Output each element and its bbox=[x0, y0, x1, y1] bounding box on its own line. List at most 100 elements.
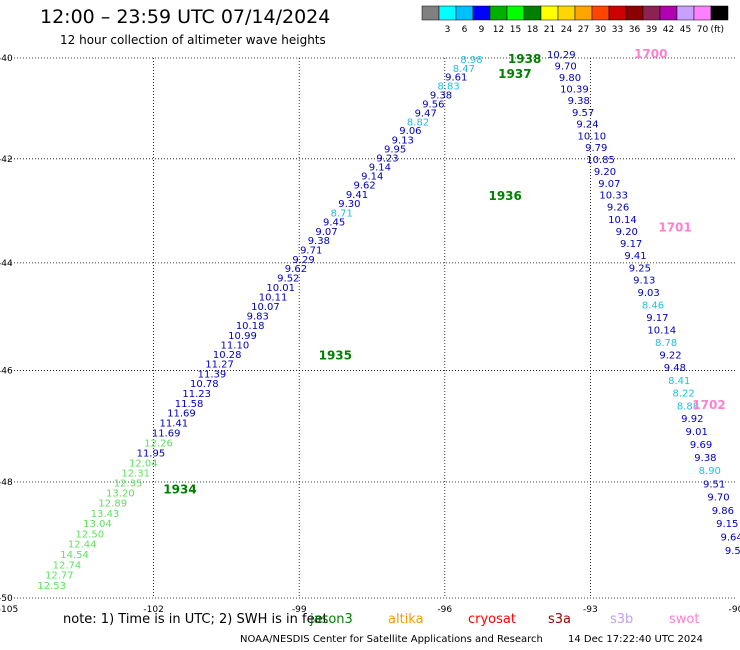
track-a-value: 10.11 bbox=[259, 293, 288, 304]
track-a-time-label: 1938 bbox=[508, 52, 541, 66]
lat-tick-label: -44 bbox=[0, 259, 13, 269]
track-a-value: 8.71 bbox=[331, 208, 353, 219]
track-a-value: 9.95 bbox=[384, 144, 406, 155]
track-a-value: 9.38 bbox=[308, 236, 330, 247]
scale-unit: (ft) bbox=[710, 25, 724, 35]
track-a-value: 11.95 bbox=[137, 448, 166, 459]
track-b-value: 10.14 bbox=[608, 215, 637, 226]
track-b-value: 10.29 bbox=[547, 50, 576, 61]
track-a-value: 8.82 bbox=[407, 117, 429, 128]
lon-tick-label: -90 bbox=[729, 605, 740, 615]
scale-label: 12 bbox=[493, 25, 504, 35]
track-b-time-label: 1700 bbox=[634, 47, 667, 61]
track-a-value: 11.41 bbox=[159, 418, 188, 429]
scale-label: 42 bbox=[663, 25, 674, 35]
track-a-value: 9.62 bbox=[353, 181, 375, 192]
color-scale-legend: 3 6 9 12 15 18 21 24 27 30 33 36 39 42 45 70 (ft) bbox=[421, 5, 729, 35]
note-text: note: 1) Time is in UTC; 2) SWH is in fe… bbox=[63, 612, 328, 627]
track-b-time-label: 1702 bbox=[692, 398, 725, 412]
track-a-value: 9.23 bbox=[376, 153, 398, 164]
scale-label: 18 bbox=[527, 25, 539, 35]
map-title: 12:00 – 23:59 UTC 07/14/2024 bbox=[40, 6, 331, 28]
track-a-value: 10.99 bbox=[228, 331, 257, 342]
track-a-value: 11.69 bbox=[152, 428, 181, 439]
track-b-value: 8.78 bbox=[655, 338, 677, 349]
track-b-value: 9.64 bbox=[720, 533, 740, 544]
track-a-value: 9.29 bbox=[292, 255, 314, 266]
track-b-value: 9.24 bbox=[576, 120, 598, 131]
scale-label: 27 bbox=[578, 25, 589, 35]
scale-label: 24 bbox=[561, 25, 573, 35]
track-a-value: 13.04 bbox=[83, 519, 112, 530]
scale-label: 30 bbox=[595, 25, 607, 35]
track-a-value: 9.56 bbox=[422, 99, 444, 110]
track-b-value: 9.79 bbox=[585, 143, 607, 154]
scale-label: 45 bbox=[680, 25, 691, 35]
scale-label: 70 bbox=[697, 25, 709, 35]
track-a-value: 9.52 bbox=[277, 274, 299, 285]
track-b-value: 9.86 bbox=[712, 506, 734, 517]
track-a-value: 9.06 bbox=[399, 126, 421, 137]
track-b-value: 9.92 bbox=[681, 414, 703, 425]
scale-label: 33 bbox=[612, 25, 623, 35]
lat-tick-label: -42 bbox=[0, 155, 13, 165]
scale-label: 6 bbox=[462, 25, 468, 35]
track-a-value: 11.23 bbox=[182, 389, 211, 400]
track-b-value: 9.07 bbox=[598, 179, 620, 190]
satellite-cryosat: cryosat bbox=[468, 612, 516, 627]
track-a-value: 9.83 bbox=[247, 312, 269, 323]
track-b-value: 9.20 bbox=[616, 227, 638, 238]
track-a-value: 9.13 bbox=[392, 135, 414, 146]
track-b-value: 9.01 bbox=[686, 427, 708, 438]
track-a-value: 10.78 bbox=[190, 379, 219, 390]
track-a-value: 14.54 bbox=[60, 550, 89, 561]
track-b-value: 9.57 bbox=[572, 108, 594, 119]
satellite-s3a: s3a bbox=[548, 612, 572, 627]
track-a-value: 9.30 bbox=[338, 199, 360, 210]
scale-label: 39 bbox=[646, 25, 658, 35]
track-b-value: 9.70 bbox=[707, 493, 729, 504]
track-a-value: 10.28 bbox=[213, 350, 242, 361]
track-a-value: 13.43 bbox=[91, 509, 120, 520]
track-b-value: 9.50 bbox=[725, 546, 740, 557]
lon-tick-label: -96 bbox=[437, 605, 452, 615]
track-b-value: 9.17 bbox=[620, 239, 642, 250]
scale-label: 15 bbox=[510, 25, 521, 35]
track-a-value: 10.18 bbox=[236, 321, 265, 332]
track-b-value: 10.39 bbox=[560, 85, 589, 96]
track-a-value: 11.27 bbox=[205, 360, 234, 371]
footer-credit: NOAA/NESDIS Center for Satellite Applica… bbox=[240, 634, 543, 645]
track-a-value: 9.47 bbox=[415, 108, 437, 119]
track-a-time-label: 1936 bbox=[488, 189, 521, 203]
lon-tick-label: -105 bbox=[0, 605, 18, 615]
track-b-value: 9.17 bbox=[646, 313, 668, 324]
track-b-time-label: 1701 bbox=[658, 220, 691, 234]
track-a-value: 10.07 bbox=[251, 302, 280, 313]
track-a-value: 12.50 bbox=[76, 529, 105, 540]
track-b-value: 8.41 bbox=[668, 376, 690, 387]
track-a-value: 9.38 bbox=[430, 90, 452, 101]
track-a-value: 12.04 bbox=[129, 458, 158, 469]
track-a-value: 11.58 bbox=[175, 399, 204, 410]
footer-timestamp: 14 Dec 17:22:40 UTC 2024 bbox=[568, 634, 703, 645]
satellite-altika: altika bbox=[388, 612, 424, 627]
track-b-value: 8.90 bbox=[699, 466, 721, 477]
track-b-value: 10.85 bbox=[586, 155, 615, 166]
track-b-value: 9.26 bbox=[607, 203, 629, 214]
track-a-value: 8.47 bbox=[453, 64, 475, 75]
satellite-s3b: s3b bbox=[610, 612, 634, 627]
track-b-value: 8.88 bbox=[677, 401, 699, 412]
track-a-value: 11.39 bbox=[198, 369, 227, 380]
track-a-value: 12.26 bbox=[144, 438, 173, 449]
satellite-jason3: jason3 bbox=[310, 612, 353, 627]
track-a-value: 9.61 bbox=[445, 73, 467, 84]
lat-tick-label: -40 bbox=[0, 54, 13, 64]
track-a-time-label: 1937 bbox=[498, 67, 531, 81]
track-b-value: 8.22 bbox=[672, 389, 694, 400]
scale-label: 9 bbox=[479, 25, 485, 35]
track-a-value: 11.69 bbox=[167, 409, 196, 420]
track-b-value: 10.10 bbox=[578, 131, 607, 142]
track-b-value: 10.14 bbox=[647, 325, 676, 336]
track-b-value: 8.46 bbox=[642, 300, 664, 311]
